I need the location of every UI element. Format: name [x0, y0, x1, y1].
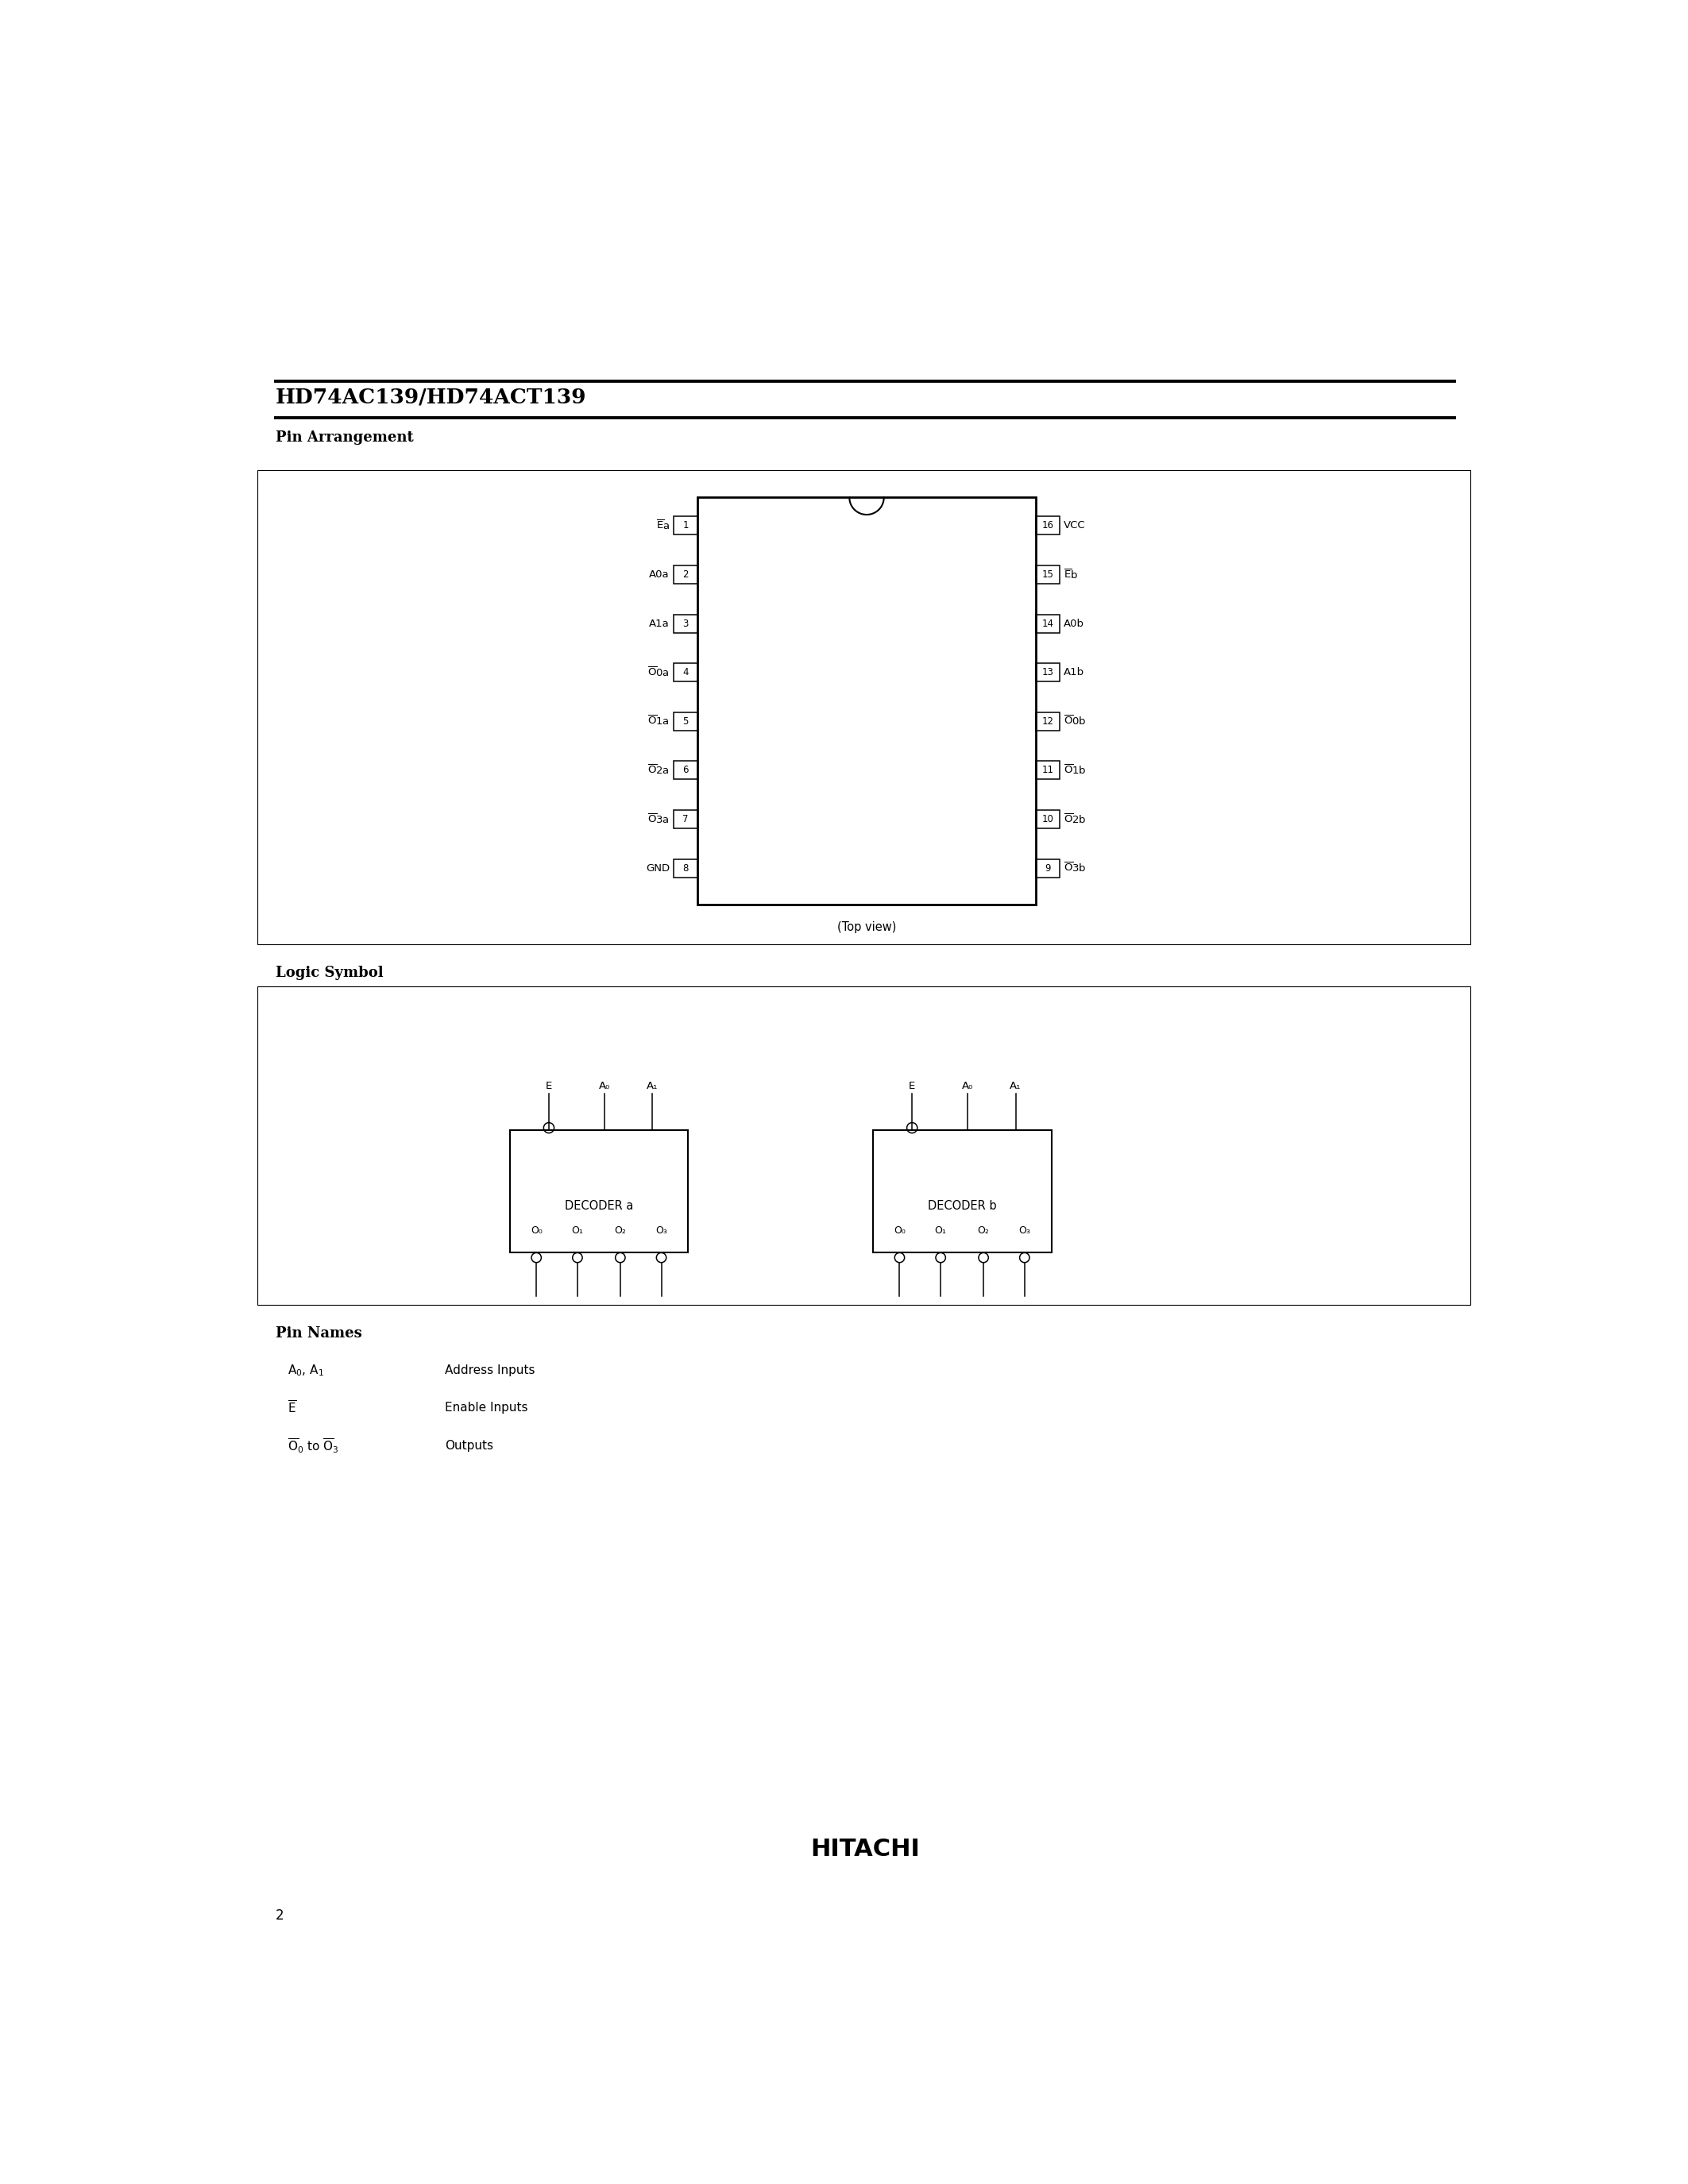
Text: A₀: A₀ [962, 1081, 972, 1092]
Text: O₀: O₀ [893, 1225, 905, 1236]
Text: 2: 2 [275, 1909, 284, 1922]
Bar [674, 566, 697, 583]
Text: 8: 8 [682, 863, 689, 874]
Bar [1036, 760, 1060, 780]
Text: DECODER b: DECODER b [928, 1201, 996, 1212]
Text: O₂: O₂ [614, 1225, 626, 1236]
Text: 7: 7 [682, 815, 689, 823]
Bar [510, 1131, 689, 1254]
Text: 13: 13 [1041, 668, 1053, 677]
Text: 16: 16 [1041, 520, 1053, 531]
Text: 5: 5 [682, 716, 689, 727]
Bar [697, 498, 1036, 904]
Text: DECODER a: DECODER a [564, 1201, 633, 1212]
Bar [674, 515, 697, 535]
Text: (Top view): (Top view) [837, 922, 896, 933]
Text: HD74AC139/HD74ACT139: HD74AC139/HD74ACT139 [275, 387, 587, 406]
Text: E: E [545, 1081, 552, 1092]
Text: E: E [908, 1081, 915, 1092]
Bar [1036, 858, 1060, 878]
Text: A0b: A0b [1063, 618, 1084, 629]
Text: 9: 9 [1045, 863, 1050, 874]
Text: $\overline{\rm O}$3b: $\overline{\rm O}$3b [1063, 863, 1087, 874]
Text: Address Inputs: Address Inputs [446, 1365, 535, 1376]
Text: $\overline{\rm E}$: $\overline{\rm E}$ [289, 1400, 297, 1415]
Text: $\overline{\rm O}$1b: $\overline{\rm O}$1b [1063, 764, 1087, 778]
Bar [674, 664, 697, 681]
Text: 15: 15 [1041, 570, 1053, 579]
Text: Enable Inputs: Enable Inputs [446, 1402, 528, 1413]
Text: HITACHI: HITACHI [810, 1837, 920, 1861]
Text: A₀: A₀ [599, 1081, 609, 1092]
Bar [257, 470, 1470, 943]
Text: O₃: O₃ [655, 1225, 667, 1236]
Bar [674, 810, 697, 828]
Text: 4: 4 [682, 668, 689, 677]
Text: O₁: O₁ [935, 1225, 947, 1236]
Text: 12: 12 [1041, 716, 1053, 727]
Text: O₁: O₁ [572, 1225, 584, 1236]
Text: 1: 1 [682, 520, 689, 531]
Text: $\overline{\rm O}$2b: $\overline{\rm O}$2b [1063, 812, 1087, 826]
Text: Pin Arrangement: Pin Arrangement [275, 430, 414, 446]
Text: VCC: VCC [1063, 520, 1085, 531]
Text: A₁: A₁ [1009, 1081, 1021, 1092]
Text: O₃: O₃ [1018, 1225, 1030, 1236]
Text: 2: 2 [682, 570, 689, 579]
Bar [1036, 810, 1060, 828]
Text: $\overline{\rm O}$3a: $\overline{\rm O}$3a [648, 812, 670, 826]
Text: 10: 10 [1041, 815, 1053, 823]
Text: O₀: O₀ [530, 1225, 542, 1236]
Bar [1036, 664, 1060, 681]
Text: $\overline{\rm E}$b: $\overline{\rm E}$b [1063, 568, 1079, 581]
Text: GND: GND [647, 863, 670, 874]
Text: 14: 14 [1041, 618, 1053, 629]
Text: 3: 3 [682, 618, 689, 629]
Text: 11: 11 [1041, 764, 1053, 775]
Text: A$_0$, A$_1$: A$_0$, A$_1$ [289, 1363, 324, 1378]
Text: $\overline{\rm O}_0$ to $\overline{\rm O}_3$: $\overline{\rm O}_0$ to $\overline{\rm O… [289, 1437, 339, 1455]
Text: O₂: O₂ [977, 1225, 989, 1236]
Text: A₁: A₁ [647, 1081, 658, 1092]
Text: A1a: A1a [650, 618, 670, 629]
Text: $\overline{\rm E}$a: $\overline{\rm E}$a [657, 520, 670, 533]
Text: $\overline{\rm O}$1a: $\overline{\rm O}$1a [648, 714, 670, 727]
Bar [674, 760, 697, 780]
Text: Logic Symbol: Logic Symbol [275, 965, 383, 981]
Bar [674, 712, 697, 729]
Text: Outputs: Outputs [446, 1439, 493, 1452]
Bar [1036, 515, 1060, 535]
Bar [1036, 614, 1060, 633]
Text: 6: 6 [682, 764, 689, 775]
Text: Pin Names: Pin Names [275, 1326, 361, 1341]
Bar [674, 614, 697, 633]
Bar [873, 1131, 1052, 1254]
Text: A0a: A0a [650, 570, 670, 579]
Text: $\overline{\rm O}$0a: $\overline{\rm O}$0a [648, 666, 670, 679]
Text: $\overline{\rm O}$2a: $\overline{\rm O}$2a [648, 764, 670, 778]
Bar [674, 858, 697, 878]
Text: $\overline{\rm O}$0b: $\overline{\rm O}$0b [1063, 714, 1087, 727]
Bar [257, 987, 1470, 1304]
Text: A1b: A1b [1063, 668, 1084, 677]
Bar [1036, 712, 1060, 729]
Bar [1036, 566, 1060, 583]
